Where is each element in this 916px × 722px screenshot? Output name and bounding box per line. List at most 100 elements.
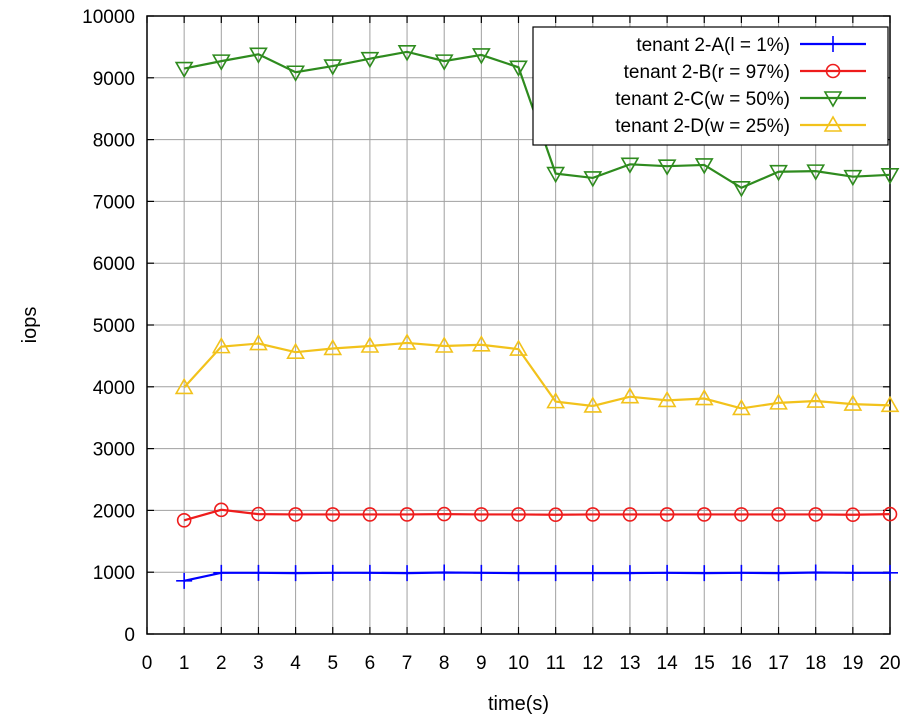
data-point: [696, 507, 712, 522]
data-point: [770, 565, 787, 582]
x-tick-label: 3: [253, 653, 264, 674]
data-point: [808, 507, 824, 522]
x-tick-label: 6: [365, 653, 376, 674]
data-point: [732, 181, 751, 198]
data-point: [511, 507, 526, 522]
data-point: [250, 564, 267, 581]
x-tick-label: 15: [694, 653, 715, 674]
legend-entry: tenant 2-A(l = 1%): [636, 35, 866, 56]
legend-entry: tenant 2-B(r = 97%): [624, 62, 866, 83]
data-point: [361, 564, 378, 581]
y-tick-label: 0: [124, 625, 135, 646]
data-point: [251, 506, 266, 522]
data-point: [806, 391, 826, 408]
data-point: [176, 572, 193, 589]
legend-entry: tenant 2-C(w = 50%): [615, 89, 866, 110]
data-point: [434, 54, 454, 71]
series-lines: [174, 45, 900, 589]
legend-marker: [825, 36, 841, 52]
data-point: [733, 564, 750, 581]
data-point: [360, 336, 380, 353]
data-point: [211, 54, 231, 71]
data-point: [882, 564, 898, 581]
data-point: [843, 169, 863, 187]
x-tick-label: 9: [476, 653, 487, 674]
y-tick-label: 1000: [93, 563, 135, 584]
x-tick-label: 4: [290, 653, 301, 674]
data-point: [471, 335, 491, 352]
data-point: [659, 564, 676, 581]
data-point: [657, 390, 677, 408]
data-point: [584, 565, 601, 582]
data-point: [546, 392, 566, 409]
y-tick-label: 4000: [93, 378, 135, 399]
series-line: [183, 341, 891, 410]
data-point: [806, 164, 826, 181]
data-point: [397, 333, 417, 350]
data-point: [844, 564, 861, 581]
legend-box: [532, 26, 889, 146]
data-point: [362, 507, 378, 522]
legend-label: tenant 2-C(w = 50%): [615, 89, 790, 110]
legend-marker: [823, 115, 843, 132]
data-point: [287, 565, 304, 582]
data-point: [807, 564, 824, 581]
y-tick-label: 7000: [93, 192, 135, 213]
data-point: [325, 507, 341, 522]
data-point: [288, 507, 303, 522]
data-point: [399, 565, 416, 582]
data-point: [249, 333, 268, 351]
data-point: [620, 387, 640, 404]
x-tick-label: 5: [327, 653, 338, 674]
x-tick-label: 11: [546, 653, 566, 674]
data-point: [360, 51, 380, 69]
x-tick-label: 0: [142, 653, 153, 674]
data-point: [621, 565, 638, 582]
data-point: [286, 342, 305, 359]
legend-label: tenant 2-D(w = 25%): [615, 116, 790, 137]
x-tick-label: 19: [842, 653, 863, 674]
data-point: [696, 565, 713, 582]
data-point: [323, 338, 343, 356]
data-point: [622, 507, 638, 522]
data-point: [471, 48, 491, 65]
data-point: [882, 506, 898, 522]
x-tick-label: 20: [879, 653, 900, 674]
series-2: [176, 502, 898, 528]
legend-label: tenant 2-A(l = 1%): [636, 35, 790, 56]
x-tick-label: 7: [402, 653, 413, 674]
legend-label: tenant 2-B(r = 97%): [624, 62, 790, 83]
data-point: [509, 60, 528, 77]
data-point: [843, 394, 863, 411]
x-tick-label: 2: [216, 653, 227, 674]
series-1: [176, 564, 898, 589]
data-point: [548, 507, 563, 523]
data-point: [734, 507, 749, 522]
data-point: [397, 45, 417, 62]
legend: tenant 2-A(l = 1%) tenant 2-B(r = 97%) ten…: [532, 26, 889, 146]
data-point: [657, 159, 677, 176]
data-point: [324, 564, 341, 581]
data-point: [434, 336, 454, 353]
x-tick-label: 17: [768, 653, 789, 674]
x-tick-label: 8: [439, 653, 450, 674]
y-tick-label: 8000: [93, 131, 135, 152]
data-point: [694, 158, 714, 175]
y-tick-label: 2000: [93, 501, 135, 522]
data-point: [174, 61, 194, 79]
data-point: [436, 506, 452, 522]
x-tick-label: 13: [619, 653, 640, 674]
data-point: [880, 168, 900, 185]
data-point: [436, 564, 453, 581]
x-tick-label: 16: [731, 653, 752, 674]
x-tick-label: 18: [805, 653, 826, 674]
y-axis-label: iops: [19, 307, 41, 344]
x-tick-label: 12: [582, 653, 603, 674]
data-point: [176, 512, 192, 528]
data-point: [769, 164, 788, 182]
data-point: [845, 507, 861, 523]
x-tick-label: 10: [508, 653, 529, 674]
series-4: [174, 333, 900, 416]
data-point: [546, 166, 566, 184]
data-point: [620, 157, 640, 174]
